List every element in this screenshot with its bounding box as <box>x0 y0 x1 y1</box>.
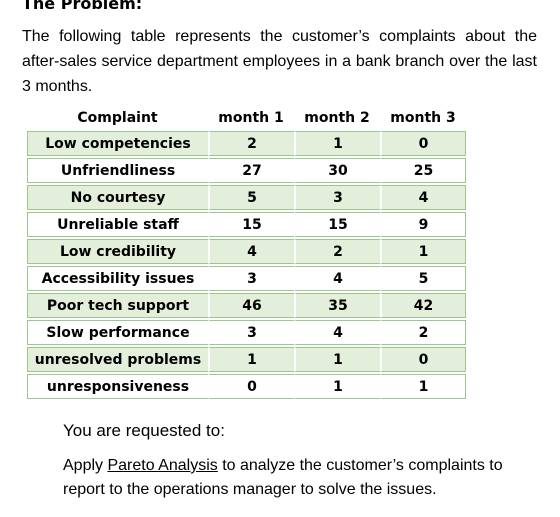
complaint-cell: unresponsiveness <box>27 374 208 399</box>
instruction-text: Apply Pareto Analysis to analyze the cus… <box>63 454 538 502</box>
month-1-cell: 46 <box>208 293 294 318</box>
table-row: unresponsiveness 0 1 1 <box>27 374 466 399</box>
complaint-cell: unresolved problems <box>27 347 208 372</box>
complaint-cell: Accessibility issues <box>27 266 208 291</box>
table-header-row: Complaint month 1 month 2 month 3 <box>27 106 466 129</box>
month-1-cell: 0 <box>208 374 294 399</box>
month-3-cell: 0 <box>380 131 466 156</box>
complaint-cell: Poor tech support <box>27 293 208 318</box>
instruction-lead-text: Apply <box>63 457 108 474</box>
instruction-rest-text: to analyze the customer’s complaints to … <box>63 457 503 498</box>
table-row: Poor tech support 46 35 42 <box>27 293 466 318</box>
month-1-cell: 3 <box>208 266 294 291</box>
complaint-cell: No courtesy <box>27 185 208 210</box>
table-row: Low competencies 2 1 0 <box>27 131 466 156</box>
month-3-cell: 25 <box>380 158 466 183</box>
complaints-table: Complaint month 1 month 2 month 3 Low co… <box>27 104 466 401</box>
month-3-cell: 2 <box>380 320 466 345</box>
month-1-cell: 15 <box>208 212 294 237</box>
table-row: Accessibility issues 3 4 5 <box>27 266 466 291</box>
month-3-cell: 5 <box>380 266 466 291</box>
intro-paragraph: The following table represents the custo… <box>22 28 537 95</box>
column-header-month-2: month 2 <box>304 109 370 126</box>
column-header-complaint: Complaint <box>77 109 158 126</box>
complaint-cell: Slow performance <box>27 320 208 345</box>
month-2-cell: 3 <box>294 185 380 210</box>
column-header-month-1: month 1 <box>218 109 284 126</box>
request-label: You are requested to: <box>63 421 225 440</box>
table-row: No courtesy 5 3 4 <box>27 185 466 210</box>
month-1-cell: 3 <box>208 320 294 345</box>
month-3-cell: 9 <box>380 212 466 237</box>
month-2-cell: 1 <box>294 347 380 372</box>
complaint-cell: Unfriendliness <box>27 158 208 183</box>
month-3-cell: 4 <box>380 185 466 210</box>
month-3-cell: 0 <box>380 347 466 372</box>
month-3-cell: 1 <box>380 374 466 399</box>
complaint-cell: Unreliable staff <box>27 212 208 237</box>
month-1-cell: 27 <box>208 158 294 183</box>
month-1-cell: 1 <box>208 347 294 372</box>
column-header-month-3: month 3 <box>390 109 456 126</box>
month-2-cell: 1 <box>294 374 380 399</box>
month-2-cell: 30 <box>294 158 380 183</box>
month-2-cell: 4 <box>294 266 380 291</box>
table-row: Unfriendliness 27 30 25 <box>27 158 466 183</box>
table-row: Slow performance 3 4 2 <box>27 320 466 345</box>
complaint-cell: Low competencies <box>27 131 208 156</box>
table-row: Unreliable staff 15 15 9 <box>27 212 466 237</box>
table-row: Low credibility 4 2 1 <box>27 239 466 264</box>
month-2-cell: 15 <box>294 212 380 237</box>
month-3-cell: 1 <box>380 239 466 264</box>
pareto-analysis-link[interactable]: Pareto Analysis <box>107 457 218 474</box>
month-1-cell: 4 <box>208 239 294 264</box>
table-row: unresolved problems 1 1 0 <box>27 347 466 372</box>
month-3-cell: 42 <box>380 293 466 318</box>
month-1-cell: 2 <box>208 131 294 156</box>
month-2-cell: 35 <box>294 293 380 318</box>
page-heading: The Problem: <box>22 0 143 13</box>
month-2-cell: 1 <box>294 131 380 156</box>
month-2-cell: 4 <box>294 320 380 345</box>
complaint-cell: Low credibility <box>27 239 208 264</box>
month-2-cell: 2 <box>294 239 380 264</box>
month-1-cell: 5 <box>208 185 294 210</box>
